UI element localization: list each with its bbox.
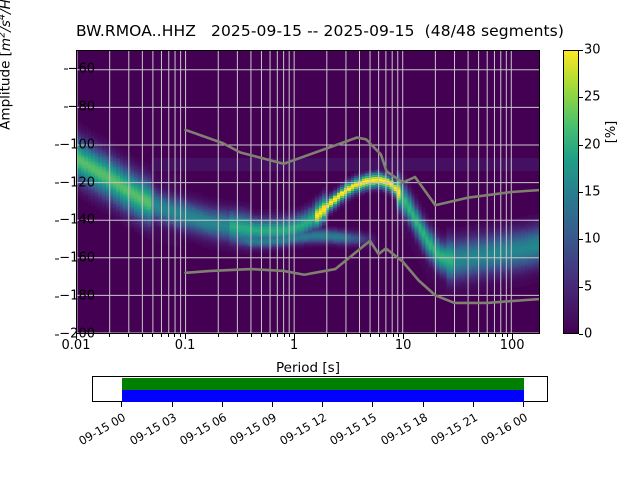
- y-axis-tick-label: −60: [63, 61, 95, 76]
- colorbar-tick: [579, 97, 583, 99]
- timeline-bar-psd-segments: [122, 390, 525, 402]
- x-axis-minor-tick: [174, 334, 176, 337]
- x-axis-minor-tick: [326, 334, 328, 337]
- timeline-tick: [472, 402, 474, 407]
- x-axis-minor-tick: [468, 334, 470, 337]
- x-axis-minor-tick: [237, 334, 239, 337]
- y-axis-tick-label: −100: [55, 137, 95, 152]
- x-axis-minor-tick: [398, 334, 400, 337]
- x-axis-minor-tick: [160, 334, 162, 337]
- y-axis-tick-label: −120: [55, 175, 95, 190]
- timeline-tick: [322, 402, 324, 407]
- x-axis-label: Period [s]: [276, 360, 340, 376]
- x-axis-minor-tick: [378, 334, 380, 337]
- timeline-tick: [372, 402, 374, 407]
- y-axis-tick-label: −80: [63, 99, 95, 114]
- timeline-tick: [272, 402, 273, 407]
- axes-gridlines: [77, 51, 539, 333]
- colorbar-tick-label: 25: [584, 89, 601, 105]
- x-axis-minor-tick: [289, 334, 291, 337]
- colorbar-tick: [579, 50, 583, 51]
- x-axis-minor-tick: [479, 334, 481, 337]
- x-axis-minor-tick: [359, 334, 361, 337]
- x-axis-minor-tick: [455, 334, 457, 337]
- x-axis-minor-tick: [168, 334, 170, 337]
- x-axis-major-tick: [294, 334, 296, 339]
- x-axis-minor-tick: [392, 334, 394, 337]
- timeline-tick: [422, 402, 424, 407]
- x-axis-tick-label: 0.1: [174, 338, 196, 353]
- colorbar-tick: [579, 144, 583, 146]
- y-axis-tick-label: −160: [55, 251, 95, 266]
- x-axis-minor-tick: [370, 334, 372, 337]
- colorbar-tick: [579, 286, 583, 288]
- timeline-tick: [523, 402, 525, 407]
- x-axis-major-tick: [76, 334, 77, 339]
- x-axis-major-tick: [403, 334, 405, 339]
- x-axis-minor-tick: [435, 334, 437, 337]
- y-axis-tick-label: −180: [55, 289, 95, 304]
- timeline-tick: [221, 402, 223, 407]
- x-axis-major-tick: [512, 334, 514, 339]
- y-axis-tick-label: −140: [55, 213, 95, 228]
- x-axis-minor-tick: [269, 334, 271, 337]
- x-axis-tick-label: 100: [499, 338, 525, 353]
- x-axis-minor-tick: [128, 334, 130, 337]
- colorbar-label: [%]: [604, 120, 619, 144]
- x-axis-minor-tick: [108, 334, 110, 337]
- x-axis-minor-tick: [386, 334, 388, 337]
- segment-timeline[interactable]: [92, 376, 548, 402]
- x-axis-tick-label: 0.01: [61, 338, 91, 353]
- timeline-bar-data-coverage: [122, 378, 525, 390]
- x-axis-minor-tick: [152, 334, 154, 337]
- x-axis-minor-tick: [501, 334, 503, 337]
- x-axis-minor-tick: [283, 334, 285, 337]
- colorbar-tick-label: 15: [584, 184, 601, 200]
- colorbar-tick: [579, 239, 583, 241]
- x-axis-minor-tick: [277, 334, 279, 337]
- colorbar-tick-label: 30: [584, 42, 601, 58]
- x-axis-minor-tick: [141, 334, 143, 337]
- y-axis-tick-label: −200: [55, 327, 95, 342]
- x-axis-minor-tick: [487, 334, 489, 337]
- x-axis-minor-tick: [346, 334, 348, 337]
- timeline-tick: [171, 402, 173, 407]
- x-axis-tick-label: 1: [289, 338, 299, 353]
- x-axis-minor-tick: [180, 334, 182, 337]
- ppsd-density-mesh: [77, 51, 539, 333]
- x-axis-minor-tick: [495, 334, 497, 337]
- x-axis-tick-label: 10: [394, 338, 412, 353]
- colorbar-tick-label: 5: [584, 279, 593, 295]
- x-axis-minor-tick: [217, 334, 219, 337]
- colorbar-tick: [579, 192, 583, 193]
- peterson-noise-model-curves: [184, 128, 539, 305]
- x-axis-major-tick: [185, 334, 187, 339]
- colorbar-tick: [579, 334, 583, 335]
- x-axis-minor-tick: [507, 334, 509, 337]
- colorbar: [563, 50, 579, 334]
- timeline-tick: [121, 402, 123, 407]
- y-axis-label: Amplitude [m2/s4/Hz] [dB]: [0, 0, 14, 130]
- x-axis-minor-tick: [250, 334, 252, 337]
- ppsd-heatmap-axes[interactable]: [76, 50, 540, 334]
- x-axis-minor-tick: [261, 334, 263, 337]
- colorbar-tick-label: 0: [584, 326, 593, 342]
- page-title: BW.RMOA..HHZ 2025-09-15 -- 2025-09-15 (4…: [75, 22, 565, 40]
- colorbar-tick-label: 10: [584, 231, 601, 247]
- colorbar-tick-label: 20: [584, 137, 601, 153]
